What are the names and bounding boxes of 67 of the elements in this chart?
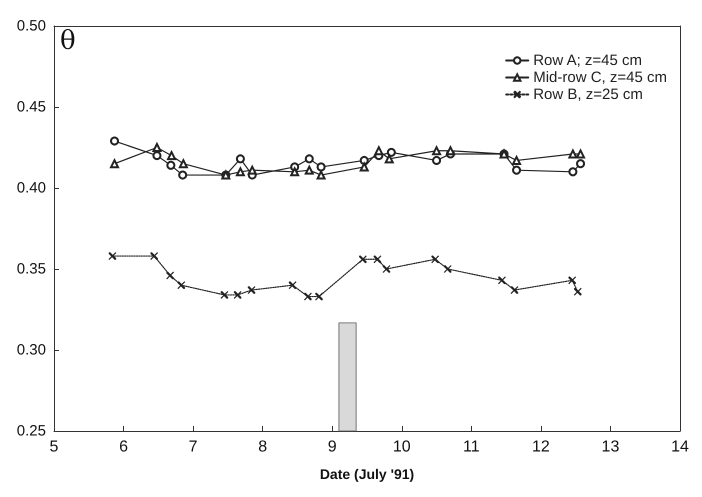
x-tick-label: 11 — [463, 438, 480, 456]
point — [510, 286, 519, 294]
point — [316, 162, 326, 172]
point — [288, 281, 297, 290]
y-tick-label: 0.25 — [16, 422, 46, 440]
y-tick-label: 0.30 — [16, 342, 46, 358]
point — [108, 252, 117, 260]
point — [512, 166, 522, 175]
point — [314, 292, 324, 301]
point — [304, 292, 312, 301]
point — [512, 156, 522, 165]
x-tick-label: 5 — [50, 438, 59, 456]
point — [498, 276, 506, 284]
y-tick-label: 0.40 — [16, 180, 46, 196]
point — [178, 170, 188, 180]
point — [360, 162, 369, 172]
point — [110, 159, 120, 168]
point — [446, 146, 455, 156]
point — [432, 156, 442, 165]
legend-label: Row B, z=25 cm — [533, 86, 643, 103]
x-tick-label: 12 — [532, 438, 550, 456]
point — [360, 156, 369, 165]
point — [236, 167, 245, 176]
x-tick-label: 8 — [258, 438, 268, 456]
x-tick-label: 14 — [671, 438, 689, 456]
point — [358, 255, 367, 264]
point — [568, 276, 576, 284]
point — [576, 149, 586, 158]
point — [248, 166, 257, 175]
point — [110, 136, 120, 146]
point — [384, 154, 394, 164]
point — [432, 146, 442, 156]
point — [373, 255, 382, 264]
point — [290, 167, 300, 176]
point — [574, 288, 582, 296]
x-tick-label: 10 — [392, 438, 411, 456]
y-tick-label: 0.45 — [16, 98, 46, 116]
y-tick-label: 0.35 — [16, 260, 46, 278]
point — [374, 146, 384, 156]
point — [152, 151, 162, 160]
point — [236, 154, 245, 164]
point — [150, 252, 158, 260]
point — [568, 167, 578, 176]
point — [386, 148, 396, 157]
x-tick-label: 9 — [328, 438, 337, 456]
y-tick-label: 0.50 — [16, 18, 46, 34]
x-tick-label: 13 — [602, 438, 620, 456]
legend-label: Row A; z=45 cm — [533, 52, 642, 69]
point — [234, 290, 242, 300]
point — [576, 159, 586, 168]
x-tick-label: 6 — [119, 438, 128, 456]
point — [304, 166, 314, 175]
point — [177, 281, 186, 290]
point — [431, 255, 440, 264]
point — [166, 271, 174, 280]
point — [304, 154, 314, 164]
point — [220, 290, 229, 300]
point — [382, 264, 391, 274]
point — [166, 160, 176, 170]
point — [247, 286, 256, 294]
x-tick-label: 7 — [188, 438, 198, 456]
x-axis-title: Date (July '91) — [320, 466, 414, 482]
point — [444, 264, 452, 274]
point — [178, 159, 188, 168]
y-axis-title: θ — [60, 26, 76, 56]
legend-label: Mid-row C, z=45 cm — [533, 69, 668, 86]
point — [568, 149, 578, 158]
